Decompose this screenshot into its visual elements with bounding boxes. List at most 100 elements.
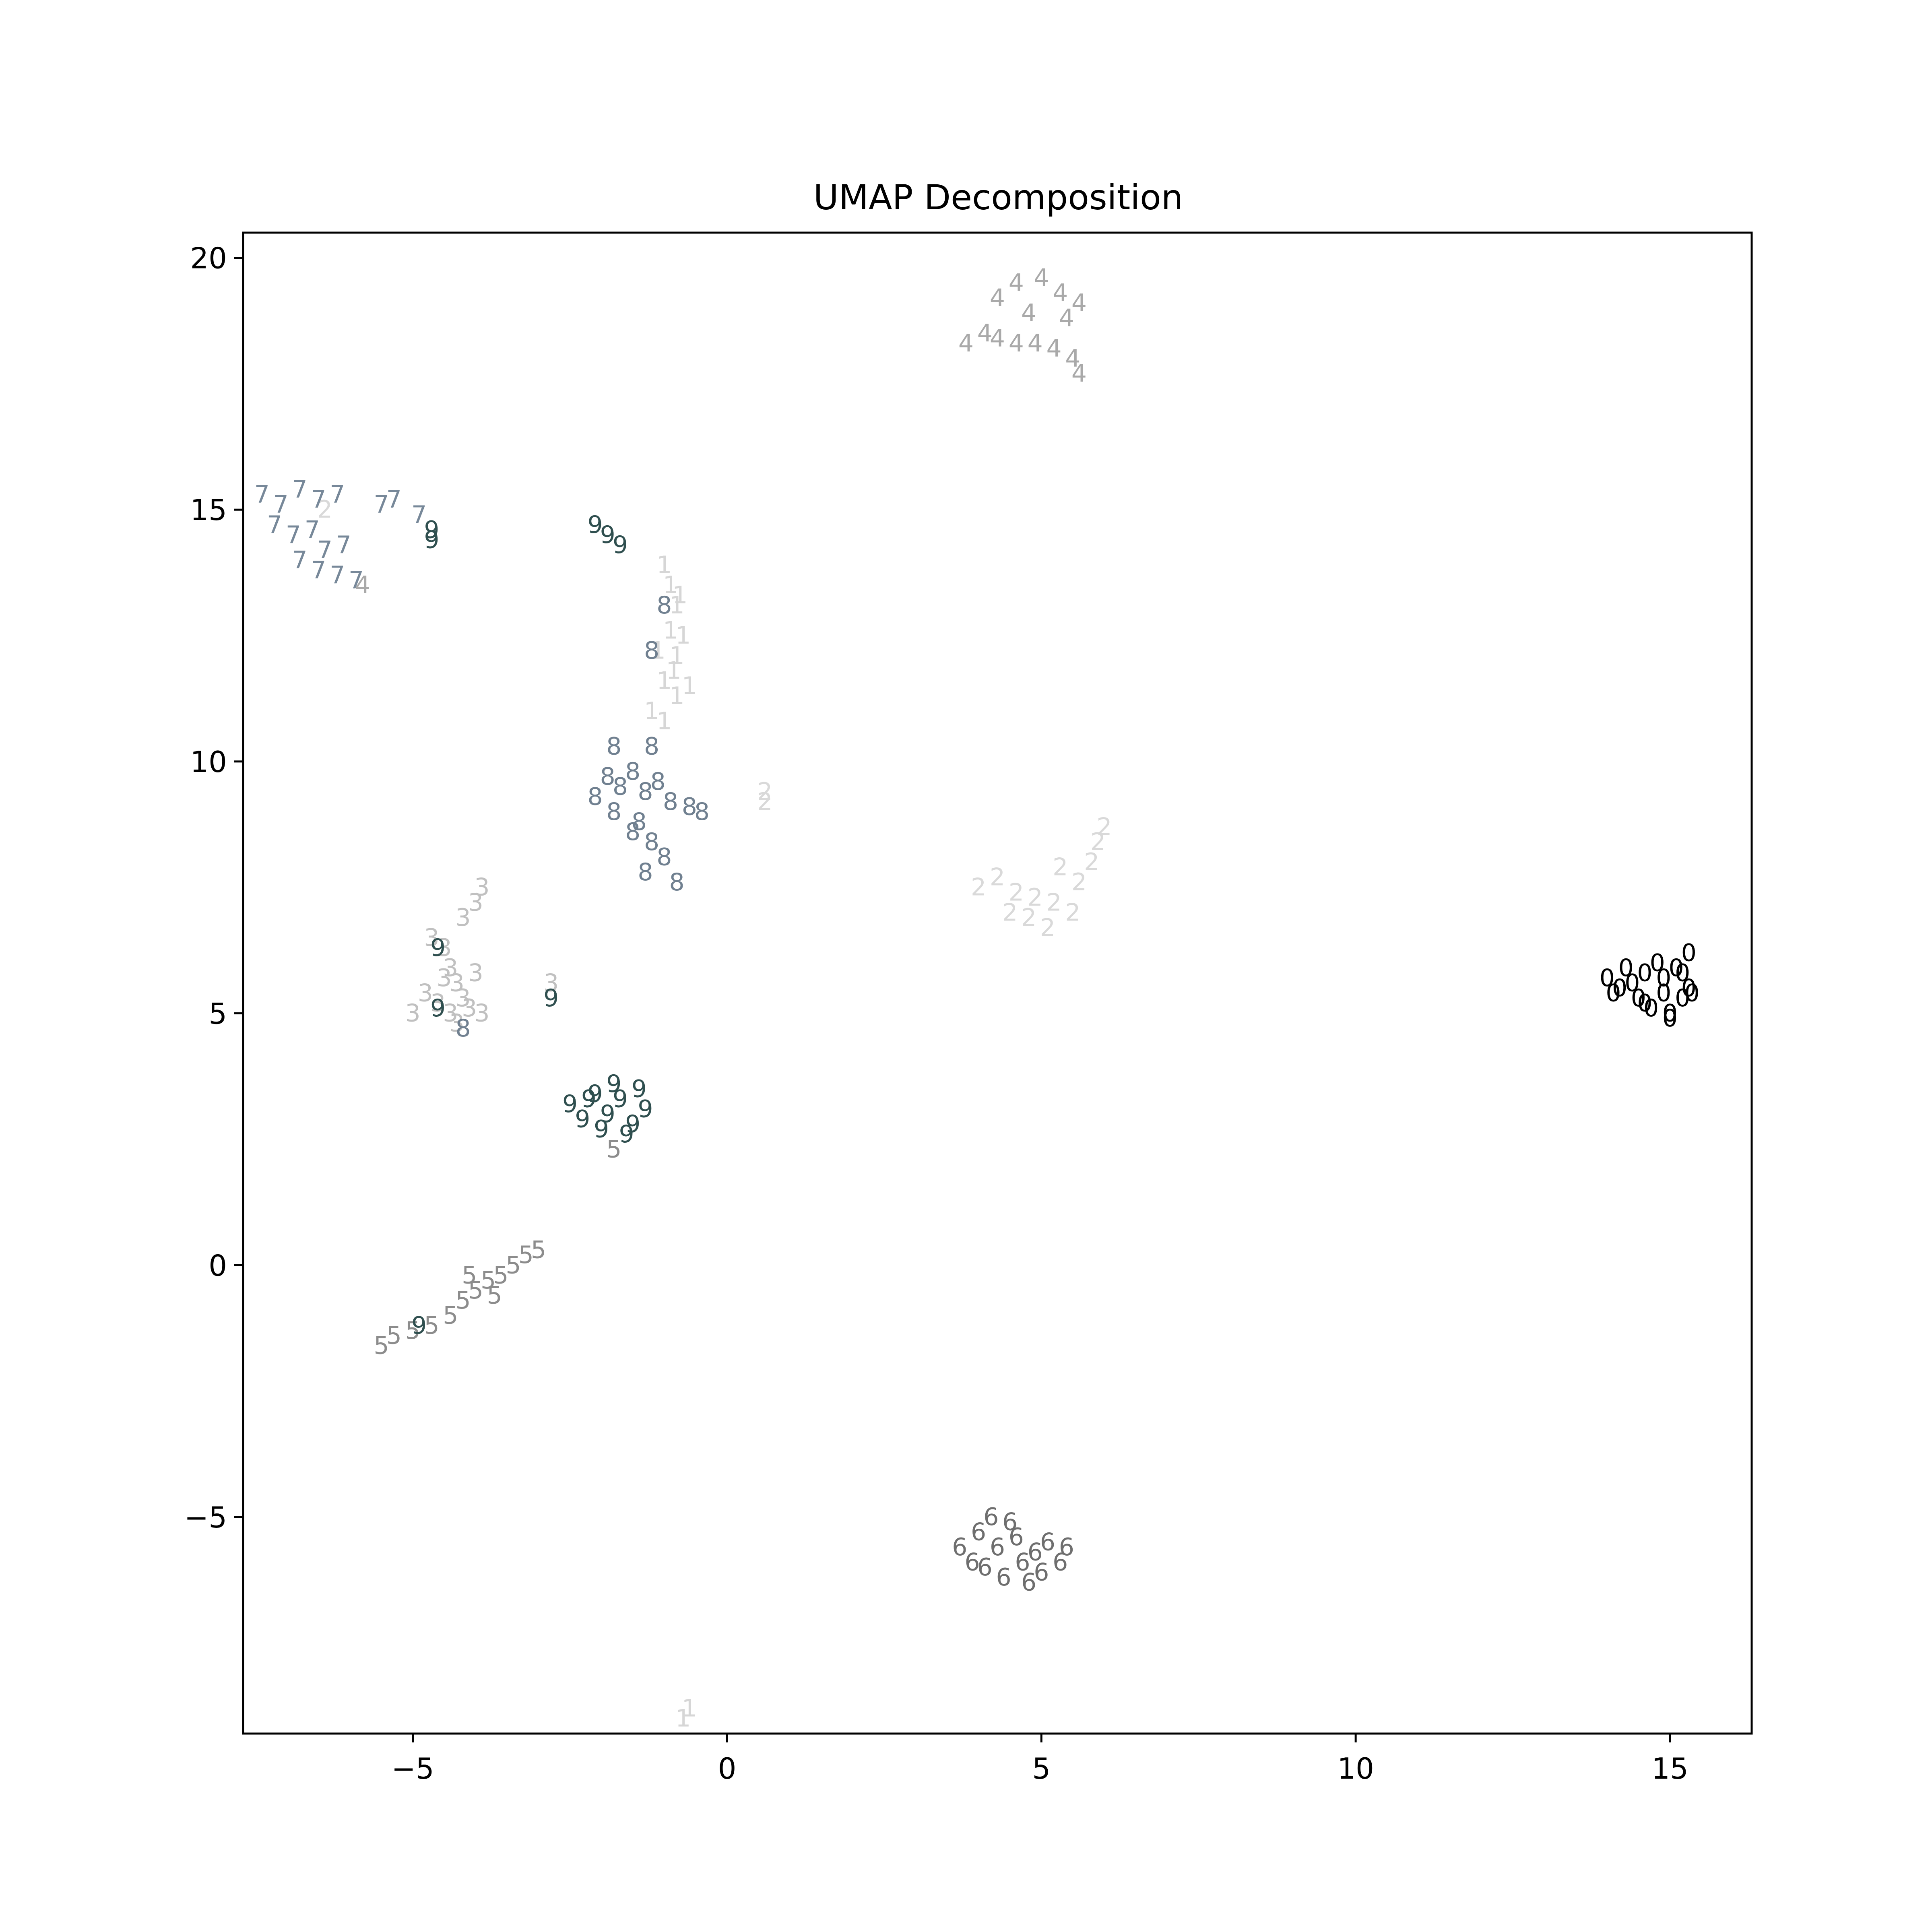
scatter-point-digit-8: 8 (632, 808, 647, 836)
scatter-point-digit-3: 3 (468, 959, 483, 987)
scatter-point-digit-0: 0 (1618, 954, 1634, 982)
scatter-point-digit-4: 4 (1009, 269, 1024, 297)
scatter-point-digit-9: 9 (600, 1100, 615, 1128)
scatter-point-digit-2: 2 (1065, 898, 1080, 927)
scatter-point-digit-3: 3 (468, 888, 483, 916)
scatter-point-digit-5: 5 (455, 1286, 471, 1315)
scatter-point-digit-4: 4 (1034, 264, 1049, 292)
scatter-point-digit-5: 5 (405, 1317, 421, 1345)
scatter-point-digit-1: 1 (675, 621, 691, 650)
scatter-point-digit-6: 6 (1053, 1548, 1068, 1577)
scatter-point-digit-3: 3 (462, 994, 477, 1022)
scatter-point-digit-7: 7 (273, 491, 289, 519)
scatter-point-digit-1: 1 (656, 551, 672, 579)
scatter-point-digit-6: 6 (1059, 1533, 1074, 1561)
scatter-point-digit-1: 1 (675, 1704, 691, 1732)
scatter-point-digit-3: 3 (437, 934, 452, 962)
scatter-point-digit-9: 9 (613, 531, 628, 559)
scatter-point-digit-5: 5 (518, 1241, 534, 1269)
scatter-point-digit-3: 3 (405, 999, 421, 1028)
scatter-point-digit-5: 5 (531, 1236, 546, 1264)
scatter-point-digit-1: 1 (650, 637, 666, 665)
scatter-point-digit-5: 5 (468, 1276, 483, 1305)
scatter-point-digit-6: 6 (1040, 1528, 1055, 1556)
scatter-point-digit-3: 3 (430, 989, 446, 1018)
scatter-point-digit-7: 7 (330, 481, 345, 509)
y-tick-label: 20 (190, 242, 227, 275)
scatter-point-digit-6: 6 (977, 1553, 993, 1581)
scatter-point-digit-9: 9 (424, 516, 439, 544)
y-tick-label: 5 (208, 997, 227, 1031)
scatter-point-digit-8: 8 (638, 858, 653, 886)
x-tick-label: 10 (1337, 1752, 1374, 1785)
scatter-point-digit-3: 3 (543, 969, 559, 997)
scatter-point-digit-4: 4 (1059, 304, 1074, 332)
chart-title: UMAP Decomposition (813, 178, 1183, 218)
scatter-point-digit-8: 8 (682, 793, 697, 821)
scatter-point-digit-9: 9 (613, 1085, 628, 1113)
scatter-point-digit-7: 7 (311, 556, 326, 584)
scatter-point-digit-1: 1 (682, 672, 697, 700)
scatter-point-digit-0: 0 (1637, 959, 1652, 987)
scatter-point-digit-0: 0 (1684, 979, 1700, 1007)
scatter-point-digit-0: 0 (1624, 969, 1640, 997)
scatter-point-digit-9: 9 (430, 934, 446, 962)
scatter-point-digit-5: 5 (386, 1321, 402, 1350)
scatter-point-digit-8: 8 (644, 637, 659, 665)
scatter-point-digit-7: 7 (374, 491, 389, 519)
scatter-point-digit-0: 0 (1675, 959, 1690, 987)
scatter-point-digit-1: 1 (666, 657, 681, 685)
scatter-point-digit-6: 6 (1034, 1558, 1049, 1587)
scatter-point-digit-3: 3 (449, 1009, 464, 1038)
scatter-point-digit-2: 2 (1002, 898, 1018, 927)
scatter-point-digit-0: 0 (1662, 1004, 1678, 1032)
x-tick-label: 15 (1651, 1752, 1688, 1785)
scatter-point-digit-8: 8 (656, 591, 672, 619)
scatter-point-digit-8: 8 (613, 772, 628, 801)
scatter-point-digit-1: 1 (663, 617, 678, 645)
scatter-point-digit-0: 0 (1606, 979, 1621, 1007)
scatter-point-digit-2: 2 (990, 863, 1005, 892)
scatter-point-digit-6: 6 (1002, 1508, 1018, 1536)
scatter-point-digit-3: 3 (418, 979, 433, 1007)
scatter-point-digit-1: 1 (669, 642, 684, 670)
scatter-point-digit-2: 2 (1090, 828, 1106, 856)
scatter-point-digit-3: 3 (449, 969, 464, 997)
scatter-point-digit-0: 0 (1600, 964, 1615, 992)
scatter-point-digit-6: 6 (971, 1518, 986, 1546)
scatter-point-digit-0: 0 (1643, 994, 1659, 1022)
scatter-point-digit-2: 2 (1053, 853, 1068, 881)
x-tick-label: 5 (1032, 1752, 1051, 1785)
scatter-point-digit-3: 3 (437, 964, 452, 992)
scatter-point-digit-5: 5 (443, 1301, 458, 1329)
scatter-point-digit-5: 5 (606, 1135, 621, 1163)
scatter-point-digit-4: 4 (355, 571, 370, 599)
scatter-point-digit-7: 7 (330, 561, 345, 589)
scatter-point-digit-8: 8 (606, 732, 621, 760)
scatter-point-digit-6: 6 (1028, 1538, 1043, 1567)
scatter-point-digit-7: 7 (336, 531, 351, 559)
scatter-point-digit-1: 1 (656, 707, 672, 735)
scatter-point-digit-2: 2 (757, 778, 772, 806)
scatter-point-digit-8: 8 (455, 1014, 471, 1042)
scatter-point-digit-6: 6 (1021, 1569, 1036, 1597)
scatter-point-digit-5: 5 (462, 1261, 477, 1289)
scatter-point-digit-8: 8 (663, 788, 678, 816)
scatter-point-digit-9: 9 (600, 521, 615, 549)
scatter-point-digit-6: 6 (952, 1533, 967, 1561)
scatter-point-digit-1: 1 (672, 581, 687, 609)
scatter-point-digit-5: 5 (493, 1261, 508, 1289)
scatter-point-digit-7: 7 (286, 521, 301, 549)
y-tick-label: 0 (208, 1249, 227, 1282)
scatter-point-digit-4: 4 (1071, 289, 1087, 317)
scatter-point-digit-0: 0 (1637, 989, 1652, 1018)
scatter-point-digit-7: 7 (292, 546, 307, 574)
